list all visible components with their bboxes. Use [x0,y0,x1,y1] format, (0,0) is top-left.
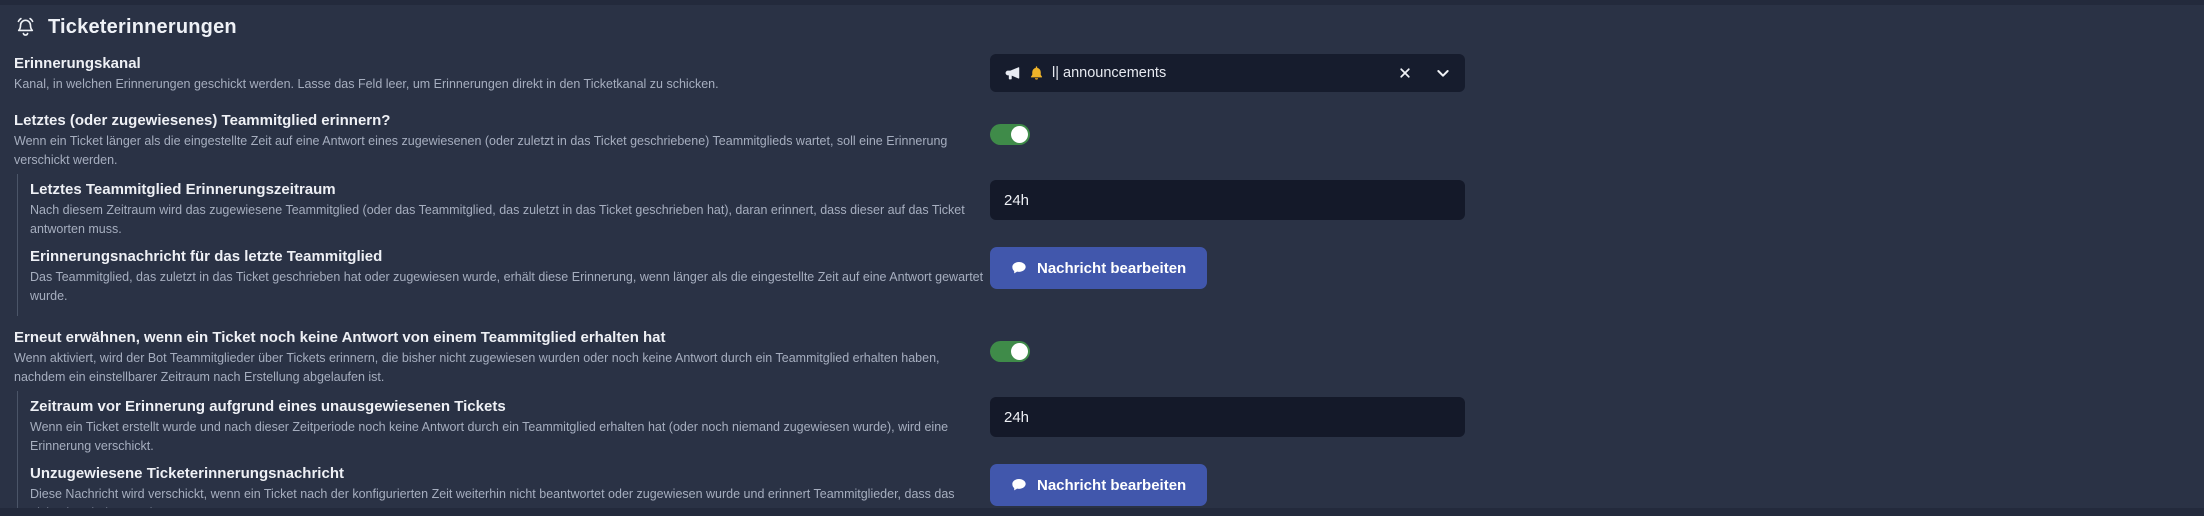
panel-bottom-edge [0,508,2204,516]
setting-description: Wenn ein Ticket länger als die eingestel… [14,134,948,167]
setting-text: Zeitraum vor Erinnerung aufgrund eines u… [30,397,990,456]
setting-heading: Erinnerungsnachricht für das letzte Team… [30,248,383,265]
setting-heading: Letztes Teammitglied Erinnerungszeitraum [30,181,336,198]
edit-message-button[interactable]: Nachricht bearbeiten [990,247,1208,289]
setting-row-remind-last-member: Letztes (oder zugewiesenes) Teammitglied… [14,111,2204,170]
toggle-knob [1011,343,1028,360]
setting-control: Nachricht bearbeiten [990,247,1465,289]
channel-select[interactable]: l| announcements [990,54,1465,92]
remind-last-member-toggle[interactable] [990,124,1030,145]
setting-text: Erneut erwähnen, wenn ein Ticket noch ke… [14,328,990,387]
setting-description: Das Teammitglied, das zuletzt in das Tic… [30,270,984,303]
section-header: Ticketerinnerungen [14,13,2204,41]
setting-heading: Zeitraum vor Erinnerung aufgrund eines u… [30,398,506,415]
bell-ring-icon [14,16,37,39]
remention-unanswered-toggle[interactable] [990,341,1030,362]
setting-row-reminder-channel: Erinnerungskanal Kanal, in welchen Erinn… [14,54,2204,94]
setting-heading: Erinnerungskanal [14,55,141,72]
announcement-megaphone-icon [1004,65,1021,82]
setting-heading: Unzugewiesene Ticketerinnerungsnachricht [30,465,344,482]
clear-x-icon[interactable] [1398,66,1412,80]
setting-row-unassigned-message: Unzugewiesene Ticketerinnerungsnachricht… [30,464,2204,516]
unassigned-period-input[interactable] [990,397,1465,437]
setting-row-last-member-period: Letztes Teammitglied Erinnerungszeitraum… [30,180,2204,239]
page-title: Ticketerinnerungen [48,15,237,38]
toggle-knob [1011,126,1028,143]
setting-text: Letztes Teammitglied Erinnerungszeitraum… [30,180,990,239]
setting-text: Erinnerungskanal Kanal, in welchen Erinn… [14,54,990,94]
setting-control: l| announcements [990,54,1465,92]
setting-description: Wenn ein Ticket erstellt wurde und nach … [30,420,949,453]
setting-control [990,111,1465,145]
indented-group-unassigned: Zeitraum vor Erinnerung aufgrund eines u… [17,391,2204,516]
setting-text: Letztes (oder zugewiesenes) Teammitglied… [14,111,990,170]
setting-row-remention-unanswered: Erneut erwähnen, wenn ein Ticket noch ke… [14,328,2204,387]
setting-text: Erinnerungsnachricht für das letzte Team… [30,247,990,306]
panel-top-edge [0,0,2204,5]
edit-message-button[interactable]: Nachricht bearbeiten [990,464,1208,506]
last-member-period-input[interactable] [990,180,1465,220]
bell-emoji-icon [1028,65,1045,82]
chat-bubble-icon [1011,260,1027,276]
setting-control [990,397,1465,437]
chat-bubble-icon [1011,477,1027,493]
setting-description: Kanal, in welchen Erinnerungen geschickt… [14,77,719,91]
edit-message-button-label: Nachricht bearbeiten [1037,259,1187,277]
setting-description: Nach diesem Zeitraum wird das zugewiesen… [30,203,965,236]
setting-control: Nachricht bearbeiten [990,464,1465,506]
setting-control [990,328,1465,362]
edit-message-button-label: Nachricht bearbeiten [1037,476,1187,494]
setting-description: Wenn aktiviert, wird der Bot Teammitglie… [14,351,940,384]
selected-channel-label: l| announcements [1052,65,1167,81]
setting-heading: Letztes (oder zugewiesenes) Teammitglied… [14,112,391,129]
setting-row-last-member-message: Erinnerungsnachricht für das letzte Team… [30,247,2204,306]
setting-heading: Erneut erwähnen, wenn ein Ticket noch ke… [14,329,666,346]
chevron-down-icon[interactable] [1435,65,1451,81]
setting-row-unassigned-period: Zeitraum vor Erinnerung aufgrund eines u… [30,397,2204,456]
indented-group-last-member: Letztes Teammitglied Erinnerungszeitraum… [17,174,2204,316]
setting-control [990,180,1465,220]
